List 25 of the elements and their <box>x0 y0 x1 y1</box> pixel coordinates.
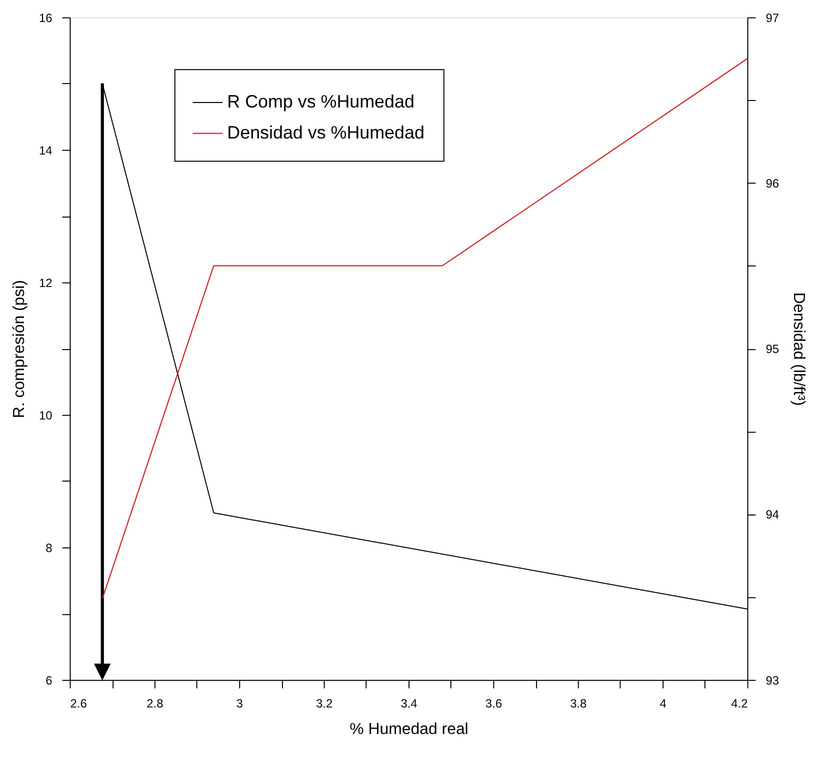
y2-axis-title: Densidad (lb/ft³) <box>790 292 807 406</box>
y2-tick-label: 94 <box>766 508 780 522</box>
y2-tick-label: 96 <box>766 176 780 190</box>
y2-tick-label: 93 <box>766 673 780 688</box>
legend-label: Densidad vs %Humedad <box>227 122 424 142</box>
x-axis-title: % Humedad real <box>350 721 468 738</box>
y-tick-label: 6 <box>46 673 53 688</box>
x-tick-label: 3.8 <box>570 696 588 710</box>
y-tick-label: 14 <box>39 143 53 158</box>
x-tick-label: 3 <box>236 696 244 710</box>
y2-tick-label: 97 <box>766 10 780 25</box>
y-axis-title: R. compresión (psi) <box>11 280 28 418</box>
x-tick-label: 3.6 <box>485 696 502 710</box>
y-tick-label: 10 <box>39 408 53 422</box>
x-tick-label: 3.2 <box>316 696 333 710</box>
x-tick-label: 3.4 <box>400 696 418 710</box>
y-tick-label: 12 <box>39 276 53 290</box>
y2-tick-label: 95 <box>766 342 780 356</box>
x-tick-label: 4 <box>660 696 667 710</box>
x-tick-label: 2.6 <box>70 696 88 710</box>
y-tick-label: 8 <box>46 540 53 555</box>
x-tick-label: 2.8 <box>146 696 164 710</box>
x-tick-label: 4.2 <box>731 696 748 710</box>
legend-label: R Comp vs %Humedad <box>227 91 414 112</box>
y-tick-label: 16 <box>39 10 53 25</box>
